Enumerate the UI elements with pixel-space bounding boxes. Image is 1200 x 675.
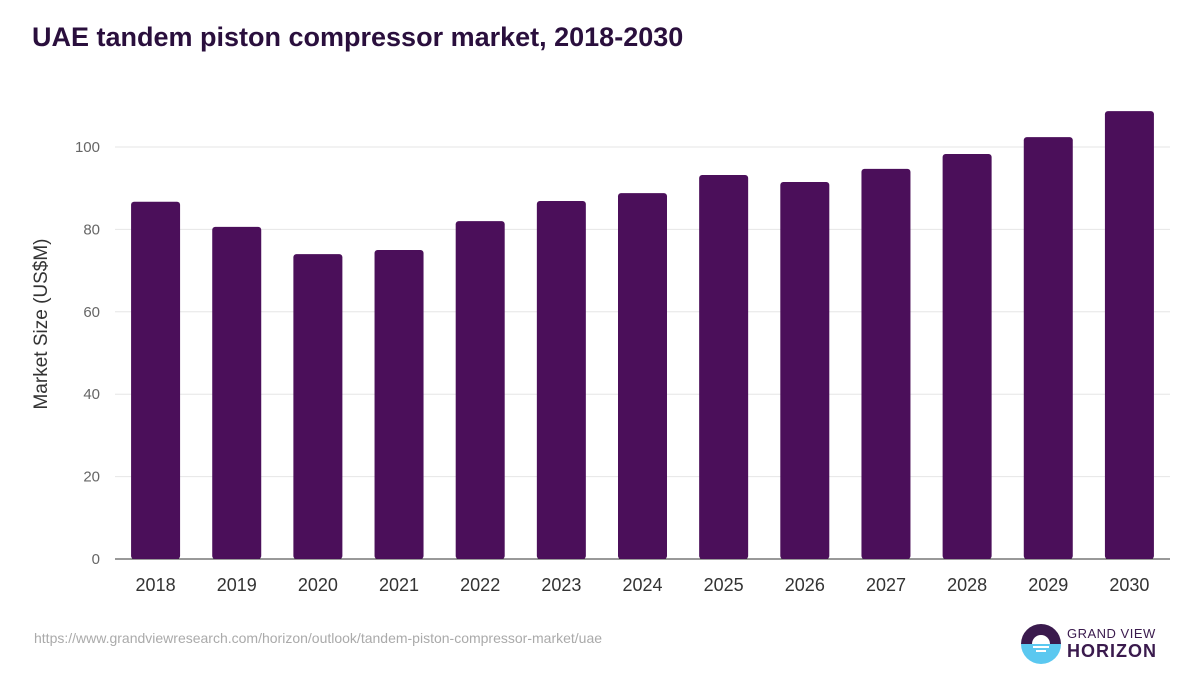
x-tick-label: 2030	[1109, 575, 1149, 595]
y-axis-label: Market Size (US$M)	[31, 238, 52, 409]
x-tick-label: 2018	[136, 575, 176, 595]
y-tick-label: 20	[83, 469, 100, 486]
source-url: https://www.grandviewresearch.com/horizo…	[34, 630, 603, 646]
bar-2021	[374, 250, 424, 559]
grand-view-horizon-logo: GRAND VIEW HORIZON	[1019, 622, 1169, 666]
x-tick-label: 2021	[379, 575, 419, 595]
logo-line2: HORIZON	[1067, 641, 1157, 661]
x-tick-label: 2027	[866, 575, 906, 595]
y-tick-label: 40	[83, 386, 100, 403]
x-tick-label: 2019	[217, 575, 257, 595]
y-tick-label: 60	[83, 304, 100, 321]
y-tick-label: 0	[92, 551, 100, 568]
x-tick-label: 2025	[704, 575, 744, 595]
bar-2028	[942, 154, 992, 559]
x-tick-label: 2022	[460, 575, 500, 595]
bar-2025	[699, 175, 749, 560]
y-tick-label: 100	[75, 139, 100, 156]
bar-2019	[212, 226, 262, 560]
bar-2023	[536, 200, 586, 560]
x-tick-label: 2024	[622, 575, 662, 595]
y-tick-label: 80	[83, 221, 100, 238]
bar-2026	[780, 182, 830, 559]
bar-2018	[131, 201, 181, 559]
x-tick-label: 2029	[1028, 575, 1068, 595]
bar-2020	[293, 254, 343, 559]
bar-2022	[455, 221, 505, 559]
x-tick-label: 2023	[541, 575, 581, 595]
bar-2024	[618, 193, 667, 560]
x-tick-label: 2026	[785, 575, 825, 595]
chart-title: UAE tandem piston compressor market, 201…	[32, 22, 684, 52]
bar-2030	[1104, 111, 1154, 559]
logo-line1: GRAND VIEW	[1067, 626, 1156, 641]
bar-2027	[861, 168, 911, 559]
horizon-logo-icon	[1021, 624, 1061, 664]
bar-2029	[1023, 137, 1073, 559]
x-tick-label: 2028	[947, 575, 987, 595]
x-tick-label: 2020	[298, 575, 338, 595]
